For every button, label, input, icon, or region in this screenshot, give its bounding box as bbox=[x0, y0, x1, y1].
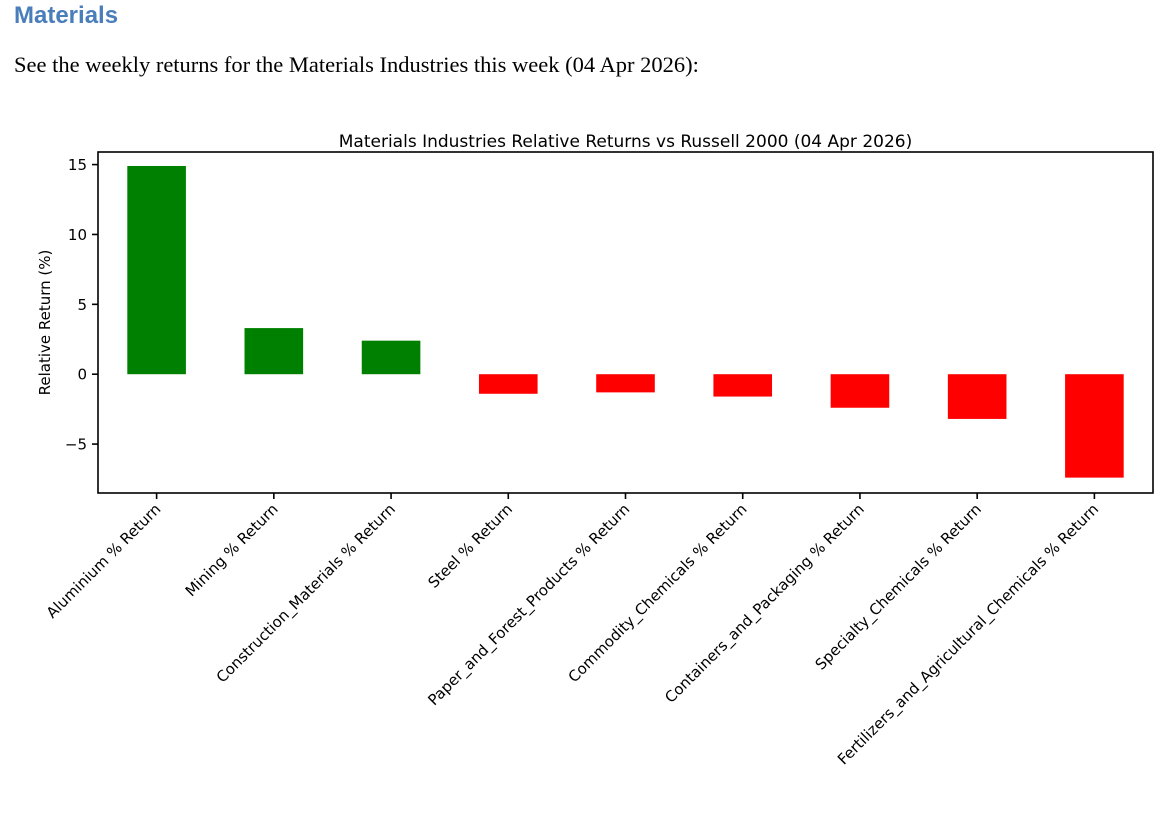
bar bbox=[361, 340, 421, 375]
x-tick-label: Paper_and_Forest_Products % Return bbox=[424, 500, 634, 710]
bar bbox=[127, 165, 186, 375]
bar bbox=[947, 374, 1007, 419]
y-tick-label: 5 bbox=[77, 296, 87, 314]
bar bbox=[1065, 374, 1124, 478]
x-tick-label: Mining % Return bbox=[182, 500, 282, 600]
bar bbox=[830, 374, 890, 408]
intro-text: See the weekly returns for the Materials… bbox=[14, 52, 699, 77]
y-tick-label: −5 bbox=[65, 436, 87, 454]
bar bbox=[244, 328, 304, 375]
bar bbox=[713, 374, 773, 397]
y-axis-label: Relative Return (%) bbox=[36, 250, 54, 396]
bar bbox=[478, 374, 538, 394]
x-tick-label: Containers_and_Packaging % Return bbox=[661, 500, 868, 707]
page-title: Materials bbox=[14, 2, 119, 29]
y-tick-label: 15 bbox=[68, 156, 87, 174]
x-tick-label: Steel % Return bbox=[424, 500, 516, 592]
y-tick-label: 0 bbox=[77, 366, 87, 384]
x-tick-label: Aluminium % Return bbox=[43, 500, 165, 622]
x-tick-label: Fertilizers_and_Agricultural_Chemicals %… bbox=[834, 500, 1103, 769]
bar bbox=[596, 374, 655, 393]
chart-title: Materials Industries Relative Returns vs… bbox=[339, 132, 912, 152]
y-tick-label: 10 bbox=[68, 226, 87, 244]
plot-border bbox=[97, 151, 1154, 494]
